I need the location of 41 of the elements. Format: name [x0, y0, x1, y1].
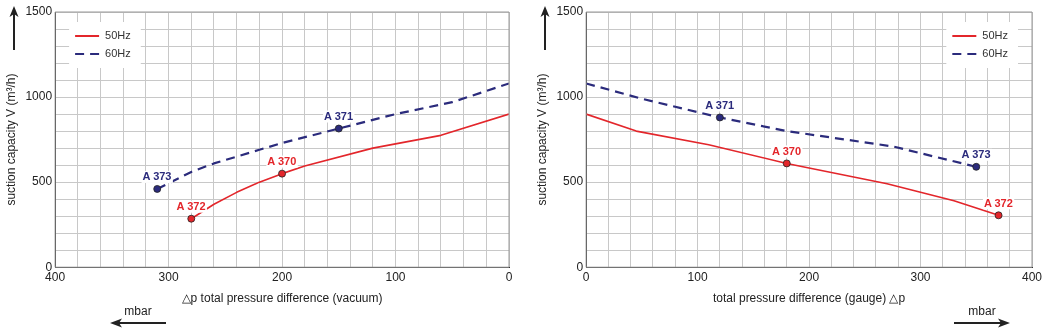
- annotation: A 373: [961, 148, 991, 161]
- point: [334, 124, 343, 133]
- point: [972, 162, 981, 171]
- y-tick-label: 500: [32, 174, 53, 189]
- x-tick-label: 300: [158, 269, 179, 284]
- annotation: A 371: [705, 99, 735, 112]
- text: mbar: [124, 304, 152, 318]
- x-tick-label: 400: [1021, 269, 1043, 284]
- point: [715, 113, 724, 122]
- y-tick-label: 500: [563, 174, 584, 189]
- y-tick-label: 1000: [25, 89, 53, 104]
- legend-label: 60Hz: [105, 47, 131, 60]
- x-tick-label: 200: [272, 269, 293, 284]
- y-tick-label: 1000: [556, 89, 584, 104]
- point: [153, 185, 162, 193]
- x-tick-label: 100: [385, 269, 406, 284]
- point: [994, 211, 1003, 220]
- y-tick-label: 0: [576, 259, 584, 274]
- y-axis-title: suction capacity V (m³/h): [534, 73, 549, 206]
- text: mbar: [968, 304, 996, 318]
- annotation: A 373: [142, 170, 172, 183]
- annotation: A 370: [267, 155, 297, 168]
- annotation: A 372: [176, 200, 206, 213]
- x-axis-title: total pressure difference (gauge) △p: [712, 291, 906, 306]
- legend-label: 50Hz: [982, 29, 1009, 42]
- annotation: A 371: [324, 110, 354, 123]
- y-tick-label: 1500: [556, 4, 584, 19]
- y-tick-label: 1500: [25, 4, 53, 19]
- legend-label: 60Hz: [982, 47, 1009, 60]
- y-axis-title: suction capacity V (m³/h): [3, 73, 18, 206]
- x-tick-label: 100: [687, 269, 708, 284]
- x-axis-title: △p total pressure difference (vacuum): [181, 291, 383, 306]
- annotation: A 370: [772, 144, 802, 157]
- x-tick-label: 0: [505, 269, 513, 284]
- legend-label: 50Hz: [105, 29, 131, 42]
- annotation: A 372: [983, 196, 1013, 209]
- point: [187, 214, 196, 223]
- x-tick-label: 200: [799, 269, 820, 284]
- point: [278, 169, 286, 178]
- x-tick-label: 300: [910, 269, 931, 284]
- point: [782, 159, 791, 168]
